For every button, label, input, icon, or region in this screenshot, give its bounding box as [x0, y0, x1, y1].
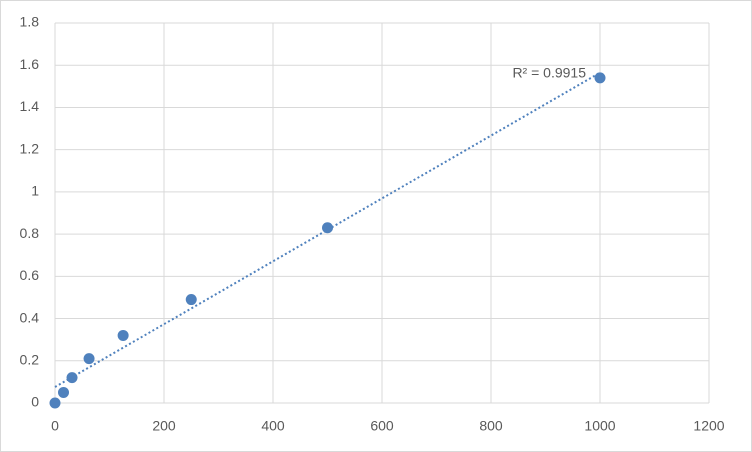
y-tick-label: 1.4 [20, 98, 40, 114]
y-tick-label: 1 [31, 183, 39, 199]
x-tick-label: 0 [51, 418, 59, 434]
data-point [83, 353, 95, 365]
x-tick-label: 800 [479, 418, 503, 434]
y-tick-label: 0.4 [20, 309, 40, 325]
x-tick-label: 200 [152, 418, 176, 434]
x-tick-label: 1200 [693, 418, 724, 434]
y-tick-label: 0.8 [20, 225, 40, 241]
y-tick-label: 1.8 [20, 14, 40, 30]
data-point [322, 222, 333, 234]
trendline [54, 71, 601, 388]
data-point [49, 397, 61, 409]
x-tick-label: 600 [370, 418, 394, 434]
y-tick-label: 1.6 [20, 56, 40, 72]
y-tick-label: 0 [31, 394, 39, 410]
x-tick-label: 400 [261, 418, 285, 434]
data-point [117, 329, 129, 341]
y-tick-label: 0.6 [20, 267, 40, 283]
x-tick-label: 1000 [584, 418, 615, 434]
data-point [594, 72, 606, 84]
data-point [66, 372, 78, 384]
y-tick-label: 0.2 [20, 351, 40, 367]
data-point [185, 294, 197, 306]
annotation: R² = 0.9915 [512, 65, 586, 81]
data-point [58, 386, 70, 398]
y-tick-label: 1.2 [20, 140, 40, 156]
